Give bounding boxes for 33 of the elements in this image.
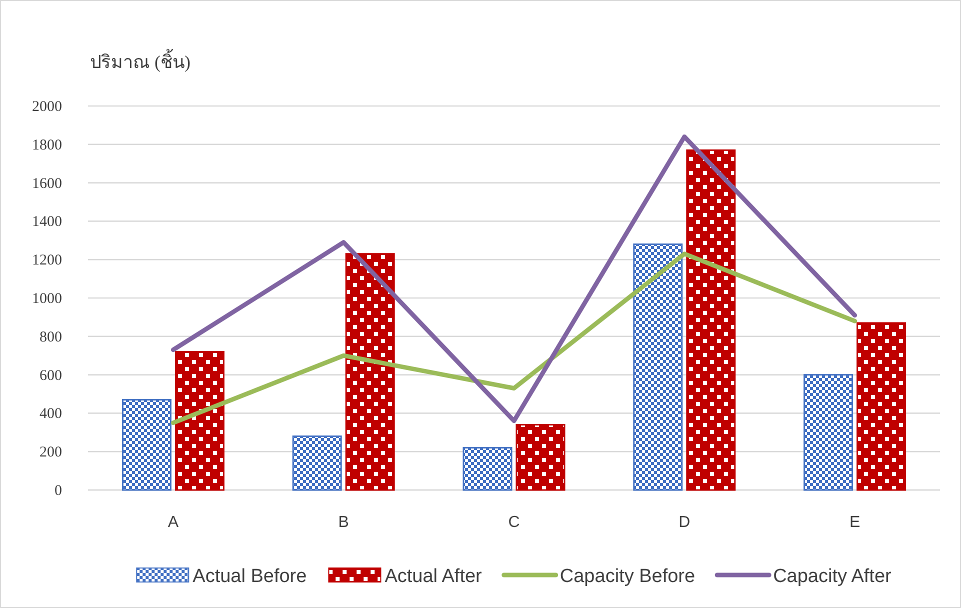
legend-label: Actual After: [384, 566, 483, 587]
y-axis-title: ปริมาณ (ชิ้น): [90, 49, 190, 72]
legend-label: Actual Before: [192, 566, 307, 587]
y-tick-label: 2000: [32, 99, 62, 115]
x-tick-label: C: [508, 514, 520, 531]
line-series: [170, 134, 858, 424]
x-tick-label: E: [849, 514, 860, 531]
x-tick-label: A: [168, 514, 179, 531]
bar: [122, 399, 172, 491]
x-tick-label: D: [678, 514, 690, 531]
y-tick-label: 400: [40, 406, 62, 422]
y-tick-label: 1200: [32, 252, 62, 269]
legend-label: Capacity Before: [560, 566, 696, 587]
bar: [174, 351, 224, 491]
y-tick-label: 600: [40, 368, 62, 384]
bar: [462, 447, 512, 491]
bar: [292, 435, 342, 491]
legend-label: Capacity After: [773, 566, 892, 587]
y-tick-label: 1600: [32, 176, 62, 192]
y-tick-label: 1800: [32, 137, 62, 154]
y-tick-label: 1400: [32, 214, 62, 230]
y-tick-label: 0: [54, 483, 62, 499]
bar: [686, 149, 736, 491]
y-tick-label: 200: [40, 444, 62, 461]
line-series: [170, 252, 858, 426]
bar: [345, 253, 395, 491]
bar: [633, 243, 683, 491]
y-tick-label: 800: [40, 329, 62, 346]
bar: [856, 322, 906, 491]
x-tick-label: B: [338, 514, 349, 531]
bar: [804, 374, 854, 491]
y-tick-label: 1000: [32, 291, 62, 307]
bar: [516, 424, 566, 491]
